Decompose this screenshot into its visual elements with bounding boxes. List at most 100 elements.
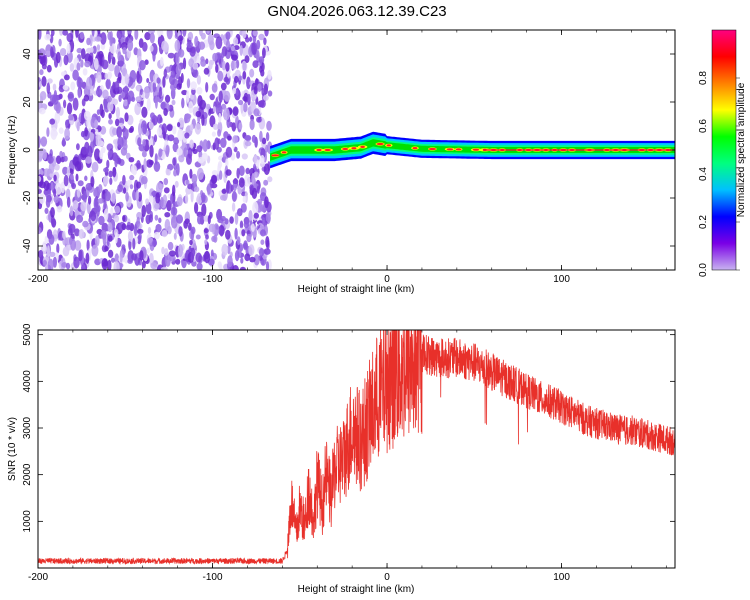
spectrogram-xtick-label: -200	[28, 274, 48, 285]
snr-xlabel: Height of straight line (km)	[298, 584, 415, 595]
noise-speck	[122, 128, 129, 140]
noise-speck	[83, 94, 90, 102]
noise-speck	[107, 259, 112, 270]
noise-speck	[186, 78, 191, 89]
noise-speck	[149, 32, 155, 44]
noise-speck	[122, 215, 126, 222]
noise-speck	[169, 74, 176, 86]
noise-speck	[105, 78, 111, 90]
noise-speck	[86, 239, 90, 251]
noise-speck	[244, 135, 252, 141]
noise-speck	[243, 220, 250, 229]
noise-speck	[211, 170, 218, 176]
noise-speck	[220, 215, 226, 222]
noise-speck	[111, 192, 116, 204]
noise-speck	[76, 77, 84, 89]
noise-speck	[161, 246, 165, 255]
noise-speck	[93, 188, 97, 197]
noise-speck	[136, 181, 142, 189]
colorbar-tick-label: 0.2	[698, 215, 709, 229]
noise-speck	[82, 190, 87, 204]
noise-speck	[170, 193, 174, 205]
noise-speck	[200, 56, 205, 62]
noise-speck	[113, 261, 120, 270]
noise-speck	[63, 54, 69, 66]
noise-speck	[91, 30, 95, 37]
noise-speck	[138, 232, 142, 241]
noise-speck	[203, 228, 209, 234]
noise-speck	[129, 125, 134, 133]
noise-speck	[45, 188, 51, 199]
noise-speck	[76, 189, 81, 198]
noise-speck	[223, 76, 229, 83]
noise-speck	[129, 184, 134, 190]
noise-speck	[47, 155, 54, 164]
noise-speck	[158, 217, 162, 224]
noise-speck	[190, 81, 197, 90]
noise-speck	[90, 176, 95, 188]
noise-speck	[188, 222, 192, 231]
noise-speck	[93, 58, 99, 70]
noise-speck	[242, 70, 247, 80]
noise-speck	[133, 224, 138, 237]
noise-speck	[175, 258, 181, 265]
noise-speck	[246, 233, 252, 243]
noise-speck	[63, 155, 68, 162]
noise-speck	[156, 114, 163, 124]
noise-speck	[260, 229, 266, 237]
noise-speck	[233, 45, 240, 51]
noise-speck	[251, 41, 258, 55]
noise-speck	[176, 163, 180, 176]
noise-speck	[220, 51, 225, 59]
noise-speck	[189, 123, 194, 131]
noise-speck	[67, 91, 75, 102]
snr-xtick-label: 100	[553, 572, 570, 583]
noise-speck	[80, 130, 86, 138]
signal-peak-core	[446, 148, 454, 151]
noise-speck	[136, 160, 141, 169]
noise-speck	[177, 122, 181, 128]
snr-frame	[37, 329, 676, 569]
noise-speck	[162, 76, 166, 88]
noise-speck	[152, 49, 156, 62]
noise-speck	[244, 174, 251, 187]
noise-speck	[84, 60, 91, 68]
noise-speck	[108, 63, 115, 72]
noise-speck	[97, 115, 101, 123]
noise-speck	[256, 39, 261, 50]
noise-speck	[122, 174, 126, 186]
noise-speck	[192, 68, 199, 78]
noise-speck	[185, 179, 190, 185]
noise-speck	[72, 156, 80, 166]
noise-speck	[39, 181, 47, 189]
noise-speck	[176, 214, 183, 224]
noise-speck	[102, 89, 109, 100]
noise-speck	[148, 252, 154, 266]
noise-speck	[247, 93, 251, 106]
noise-speck	[71, 182, 76, 190]
noise-speck	[213, 223, 220, 237]
noise-speck	[241, 229, 246, 237]
noise-speck	[144, 31, 151, 41]
noise-speck	[127, 258, 133, 264]
noise-speck	[249, 36, 253, 42]
noise-speck	[186, 41, 193, 48]
noise-speck	[240, 203, 247, 213]
noise-speck	[238, 75, 243, 81]
signal-peak-core	[412, 147, 418, 150]
noise-speck	[163, 108, 168, 116]
noise-speck	[108, 170, 114, 178]
noise-speck	[220, 82, 227, 91]
noise-speck	[93, 197, 99, 210]
noise-speck	[224, 218, 229, 225]
noise-speck	[146, 97, 151, 111]
noise-speck	[176, 83, 182, 90]
noise-speck	[40, 53, 46, 66]
noise-speck	[184, 218, 190, 224]
noise-speck	[230, 184, 234, 192]
noise-speck	[72, 97, 79, 111]
spectrogram-xtick-label: 0	[384, 274, 390, 285]
noise-speck	[107, 150, 113, 158]
noise-speck	[135, 96, 142, 102]
noise-speck	[56, 243, 60, 254]
